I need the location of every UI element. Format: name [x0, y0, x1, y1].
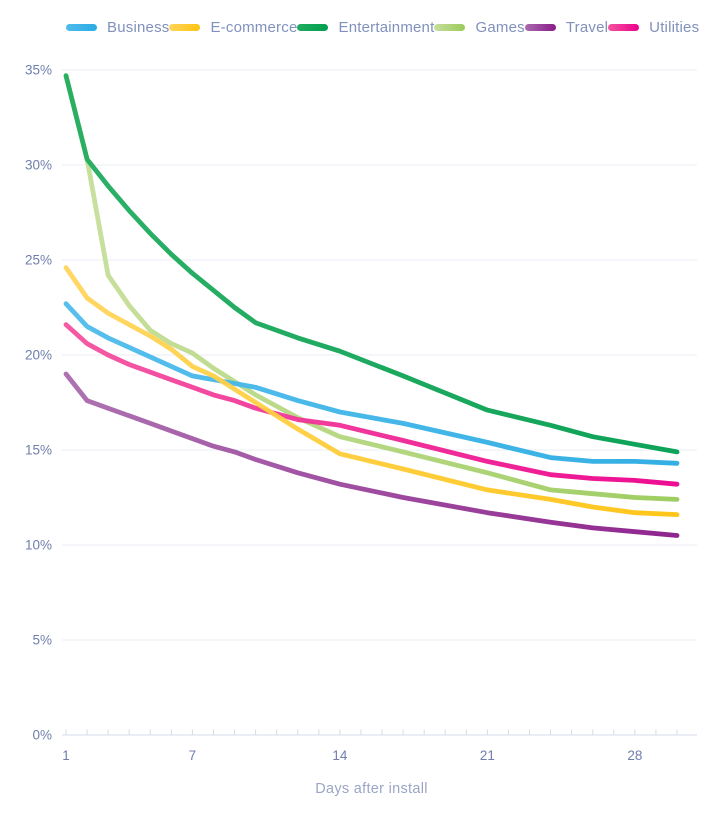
legend-swatch-e-commerce: [169, 23, 201, 31]
legend-item-e-commerce[interactable]: E-commerce: [169, 19, 297, 36]
legend-swatch-business: [66, 23, 97, 31]
x-tick-label: 7: [189, 748, 197, 763]
y-tick-label: 20%: [25, 348, 52, 363]
legend-item-entertainment[interactable]: Entertainment: [297, 19, 434, 36]
x-tick-label: 14: [332, 748, 348, 763]
x-axis-title: Days after install: [315, 781, 428, 797]
y-tick-label: 0%: [32, 728, 52, 743]
legend-swatch-utilities: [608, 23, 640, 31]
legend-label-e-commerce: E-commerce: [210, 18, 298, 36]
legend-label-utilities: Utilities: [649, 18, 700, 36]
x-tick-label: 21: [480, 748, 495, 763]
y-tick-label: 5%: [32, 633, 52, 648]
x-tick-label: 28: [627, 748, 642, 763]
legend-item-travel[interactable]: Travel: [524, 18, 609, 36]
legend-label-games: Games: [475, 18, 525, 36]
legend-swatch-games: [434, 23, 466, 31]
legend-item-utilities[interactable]: Utilities: [608, 19, 699, 36]
series-line-entertainment: [63, 73, 680, 455]
x-tick-label: 1: [62, 748, 70, 763]
legend-label-entertainment: Entertainment: [338, 18, 435, 36]
series-line-business: [63, 301, 680, 466]
legend-swatch-travel: [524, 23, 556, 31]
series-line-travel: [63, 371, 680, 538]
series-line-utilities: [63, 322, 680, 487]
y-tick-label: 30%: [25, 158, 52, 173]
legend-item-games[interactable]: Games: [434, 18, 525, 36]
y-tick-label: 35%: [25, 63, 52, 78]
series-line-games: [63, 73, 680, 502]
chart-plot-area: 0% 5% 10% 15% 20% 25% 30% 35% 1 7 14 21 28: [25, 63, 697, 763]
legend-label-business: Business: [107, 18, 170, 36]
y-tick-label: 10%: [25, 538, 52, 553]
legend-item-business[interactable]: Business: [66, 19, 169, 36]
legend-label-travel: Travel: [565, 18, 609, 36]
series-line-e-commerce: [63, 265, 680, 517]
legend-swatch-entertainment: [297, 23, 329, 31]
y-tick-label: 25%: [25, 253, 52, 268]
y-tick-label: 15%: [25, 443, 52, 458]
chart-legend: Business E-commerce Entertainment Games Trav…: [66, 16, 699, 38]
